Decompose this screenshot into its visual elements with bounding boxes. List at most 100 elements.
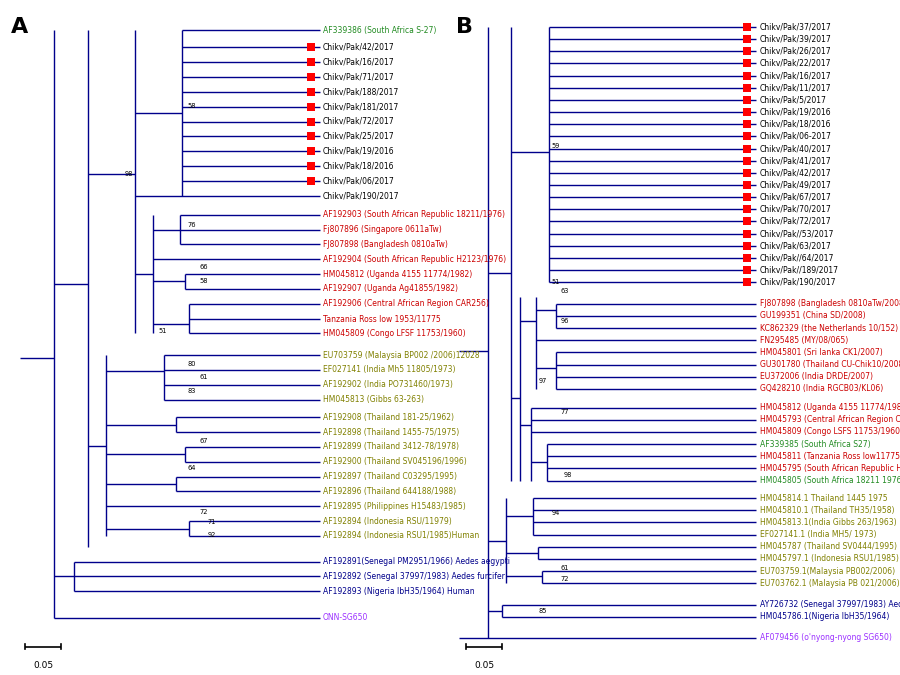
Text: HM045811 (Tanzania Ross low11775/1953): HM045811 (Tanzania Ross low11775/1953) — [760, 452, 900, 461]
Text: EU703759 (Malaysia BP002 /2006)12028: EU703759 (Malaysia BP002 /2006)12028 — [323, 350, 480, 360]
Text: GU199351 (China SD/2008): GU199351 (China SD/2008) — [760, 311, 865, 321]
Point — [740, 155, 754, 166]
Text: AF339385 (South Africa S27): AF339385 (South Africa S27) — [760, 439, 870, 449]
Text: HM045814.1 Thailand 1445 1975: HM045814.1 Thailand 1445 1975 — [760, 493, 887, 503]
Text: 72: 72 — [561, 576, 569, 582]
Text: Chikv/Pak//53/2017: Chikv/Pak//53/2017 — [760, 229, 834, 238]
Text: Chikv/Pak/16/2017: Chikv/Pak/16/2017 — [760, 71, 832, 80]
Point — [303, 161, 318, 171]
Text: Chikv/Pak/22/2017: Chikv/Pak/22/2017 — [760, 59, 831, 68]
Text: Chikv/Pak/190/2017: Chikv/Pak/190/2017 — [323, 191, 400, 200]
Text: Chikv/Pak/42/2017: Chikv/Pak/42/2017 — [760, 168, 832, 178]
Point — [740, 216, 754, 227]
Text: 77: 77 — [561, 409, 569, 414]
Text: EF027141.1 (India MH5/ 1973): EF027141.1 (India MH5/ 1973) — [760, 530, 876, 539]
Text: FJ807898 (Bangladesh 0810aTw/2008): FJ807898 (Bangladesh 0810aTw/2008) — [760, 299, 900, 308]
Text: AF192894 (Indonesia RSU/11979): AF192894 (Indonesia RSU/11979) — [323, 516, 452, 526]
Point — [740, 204, 754, 215]
Point — [740, 58, 754, 69]
Text: AF192899 (Thailand 3412-78/1978): AF192899 (Thailand 3412-78/1978) — [323, 442, 459, 452]
Text: Chikv/Pak/25/2017: Chikv/Pak/25/2017 — [323, 132, 395, 141]
Point — [303, 57, 318, 68]
Text: FJ807898 (Bangladesh 0810aTw): FJ807898 (Bangladesh 0810aTw) — [323, 240, 448, 249]
Point — [303, 72, 318, 82]
Text: Chikv/Pak/42/2017: Chikv/Pak/42/2017 — [323, 43, 395, 52]
Text: 63: 63 — [561, 288, 569, 294]
Point — [740, 82, 754, 93]
Point — [740, 265, 754, 275]
Point — [740, 240, 754, 251]
Text: GU301780 (Thailand CU-Chik10/2008): GU301780 (Thailand CU-Chik10/2008) — [760, 360, 900, 369]
Text: Chikv/Pak/181/2017: Chikv/Pak/181/2017 — [323, 102, 400, 111]
Text: Chikv/Pak//189/2017: Chikv/Pak//189/2017 — [760, 265, 839, 275]
Text: KC862329 (the Netherlands 10/152): KC862329 (the Netherlands 10/152) — [760, 323, 897, 333]
Text: Chikv/Pak/188/2017: Chikv/Pak/188/2017 — [323, 87, 400, 97]
Text: AY726732 (Senegal 37997/1983) Aedes furcifer: AY726732 (Senegal 37997/1983) Aedes furc… — [760, 600, 900, 610]
Point — [740, 95, 754, 105]
Text: 58: 58 — [200, 279, 208, 284]
Text: HM045812 (Uganda 4155 11774/1982): HM045812 (Uganda 4155 11774/1982) — [760, 403, 900, 412]
Text: ONN-SG650: ONN-SG650 — [323, 613, 368, 622]
Text: Chikv/Pak/72/2017: Chikv/Pak/72/2017 — [760, 217, 832, 226]
Text: 64: 64 — [188, 465, 196, 470]
Text: 67: 67 — [200, 439, 208, 444]
Text: 58: 58 — [188, 103, 196, 109]
Text: 72: 72 — [200, 509, 208, 514]
Text: 61: 61 — [561, 566, 569, 571]
Text: AF192902 (India PO731460/1973): AF192902 (India PO731460/1973) — [323, 380, 453, 389]
Text: HM045809 (Congo LSFS 11753/1960): HM045809 (Congo LSFS 11753/1960) — [760, 427, 900, 437]
Text: Chikv/Pak/19/2016: Chikv/Pak/19/2016 — [760, 107, 832, 117]
Text: AF192896 (Thailand 644188/1988): AF192896 (Thailand 644188/1988) — [323, 487, 456, 496]
Text: 66: 66 — [200, 264, 208, 269]
Point — [303, 131, 318, 142]
Text: Chikv/Pak/71/2017: Chikv/Pak/71/2017 — [323, 72, 395, 82]
Point — [740, 22, 754, 32]
Text: AF192894 (Indonesia RSU1/1985)Human: AF192894 (Indonesia RSU1/1985)Human — [323, 531, 480, 541]
Point — [740, 143, 754, 154]
Text: HM045813.1(India Gibbs 263/1963): HM045813.1(India Gibbs 263/1963) — [760, 518, 896, 527]
Text: FN295485 (MY/08/065): FN295485 (MY/08/065) — [760, 335, 848, 345]
Text: AF192904 (South African Republic H2123/1976): AF192904 (South African Republic H2123/1… — [323, 254, 506, 264]
Text: EU372006 (India DRDE/2007): EU372006 (India DRDE/2007) — [760, 372, 873, 381]
Text: EU703759.1(Malaysia PB002/2006): EU703759.1(Malaysia PB002/2006) — [760, 566, 895, 576]
Point — [740, 192, 754, 202]
Text: 83: 83 — [188, 388, 196, 394]
Text: AF192907 (Uganda Ag41855/1982): AF192907 (Uganda Ag41855/1982) — [323, 284, 458, 294]
Text: HM045801 (Sri lanka CK1/2007): HM045801 (Sri lanka CK1/2007) — [760, 348, 882, 357]
Text: AF339386 (South Africa S-27): AF339386 (South Africa S-27) — [323, 26, 436, 35]
Text: HM045797.1 (Indonesia RSU1/1985): HM045797.1 (Indonesia RSU1/1985) — [760, 554, 898, 564]
Text: Chikv/Pak/72/2017: Chikv/Pak/72/2017 — [323, 117, 395, 126]
Text: 0.05: 0.05 — [474, 662, 494, 670]
Text: AF192891(Senegal PM2951/1966) Aedes aegypti: AF192891(Senegal PM2951/1966) Aedes aegy… — [323, 557, 510, 566]
Text: HM045805 (South Africa 18211 1976): HM045805 (South Africa 18211 1976) — [760, 476, 900, 485]
Text: HM045813 (Gibbs 63-263): HM045813 (Gibbs 63-263) — [323, 395, 424, 404]
Text: Chikv/Pak/37/2017: Chikv/Pak/37/2017 — [760, 22, 832, 32]
Text: Chikv/Pak//64/2017: Chikv/Pak//64/2017 — [760, 253, 834, 263]
Text: 96: 96 — [561, 319, 569, 324]
Point — [740, 34, 754, 45]
Text: B: B — [456, 17, 473, 37]
Text: AF192898 (Thailand 1455-75/1975): AF192898 (Thailand 1455-75/1975) — [323, 427, 459, 437]
Text: AF192895 (Philippines H15483/1985): AF192895 (Philippines H15483/1985) — [323, 502, 466, 511]
Text: HM045795 (South African Republic H2123/1976): HM045795 (South African Republic H2123/1… — [760, 464, 900, 473]
Text: 76: 76 — [188, 223, 196, 228]
Text: 80: 80 — [188, 361, 196, 367]
Text: HM045810.1 (Thailand TH35/1958): HM045810.1 (Thailand TH35/1958) — [760, 506, 894, 515]
Text: AF192892 (Senegal 37997/1983) Aedes furcifer: AF192892 (Senegal 37997/1983) Aedes furc… — [323, 572, 505, 581]
Point — [740, 70, 754, 81]
Text: Chikv/Pak/26/2017: Chikv/Pak/26/2017 — [760, 47, 832, 56]
Text: Chikv/Pak/67/2017: Chikv/Pak/67/2017 — [760, 192, 832, 202]
Text: Chikv/Pak/49/2017: Chikv/Pak/49/2017 — [760, 180, 832, 190]
Point — [740, 277, 754, 288]
Text: Chikv/Pak/18/2016: Chikv/Pak/18/2016 — [323, 161, 394, 171]
Text: A: A — [11, 17, 28, 37]
Text: GQ428210 (India RGCB03/KL06): GQ428210 (India RGCB03/KL06) — [760, 384, 883, 394]
Text: HM045787 (Thailand SV0444/1995): HM045787 (Thailand SV0444/1995) — [760, 542, 896, 551]
Text: Chikv/Pak/41/2017: Chikv/Pak/41/2017 — [760, 156, 832, 165]
Text: 97: 97 — [539, 379, 547, 384]
Text: Chikv/Pak/5/2017: Chikv/Pak/5/2017 — [760, 95, 826, 105]
Point — [303, 86, 318, 97]
Text: HM045809 (Congo LFSF 11753/1960): HM045809 (Congo LFSF 11753/1960) — [323, 329, 465, 338]
Text: 71: 71 — [208, 520, 216, 525]
Text: 61: 61 — [200, 375, 208, 380]
